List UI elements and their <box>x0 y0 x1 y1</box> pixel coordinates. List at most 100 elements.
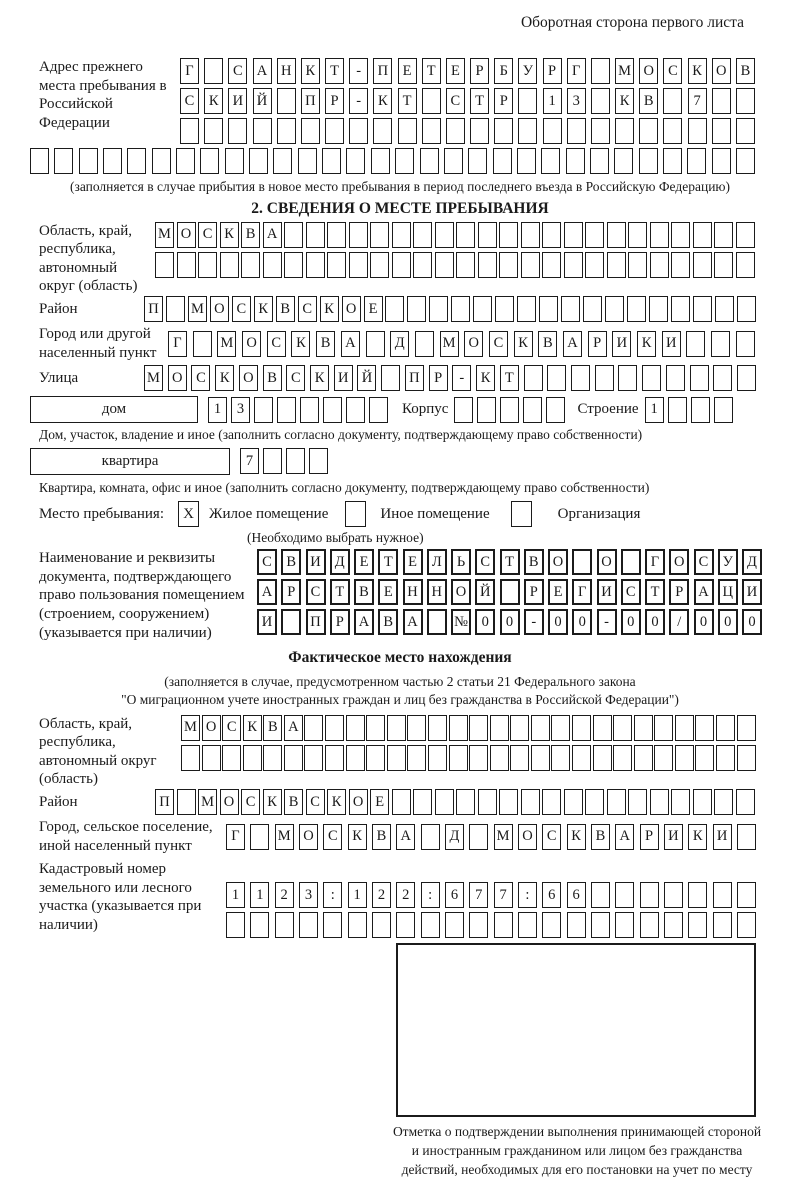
char-cell[interactable]: С <box>198 221 218 248</box>
char-cell[interactable]: Г <box>645 549 665 576</box>
char-cell[interactable]: М <box>274 823 294 850</box>
char-cell[interactable]: Р <box>639 823 659 850</box>
char-cell[interactable] <box>454 396 474 423</box>
char-cell[interactable]: Д <box>444 823 464 850</box>
char-cell[interactable] <box>563 788 583 815</box>
char-cell[interactable] <box>456 788 476 815</box>
char-cell[interactable] <box>663 88 683 114</box>
char-cell[interactable]: С <box>222 714 242 741</box>
char-cell[interactable]: С <box>488 330 508 357</box>
char-cell[interactable] <box>590 88 610 114</box>
char-cell[interactable]: О <box>464 330 484 357</box>
char-cell[interactable] <box>520 221 540 248</box>
char-cell[interactable]: Р <box>494 88 514 114</box>
char-cell[interactable]: К <box>253 295 273 322</box>
char-cell[interactable] <box>688 912 708 939</box>
char-cell[interactable] <box>181 744 200 771</box>
char-cell[interactable] <box>590 118 610 144</box>
char-cell[interactable] <box>606 221 626 248</box>
char-cell[interactable] <box>735 251 755 278</box>
char-cell[interactable] <box>585 788 605 815</box>
char-cell[interactable] <box>674 744 694 771</box>
char-cell[interactable] <box>618 365 638 392</box>
char-cell[interactable] <box>735 221 755 248</box>
char-cell[interactable] <box>613 714 633 741</box>
char-cell[interactable] <box>222 744 242 771</box>
char-cell[interactable]: Р <box>470 58 490 84</box>
char-cell[interactable]: А <box>396 823 416 850</box>
char-cell[interactable]: С <box>542 823 562 850</box>
char-cell[interactable] <box>628 251 648 278</box>
char-cell[interactable]: О <box>242 330 262 357</box>
char-cell[interactable]: С <box>693 549 714 576</box>
char-cell[interactable] <box>689 365 709 392</box>
char-cell[interactable]: 7 <box>687 88 707 114</box>
char-cell[interactable]: С <box>228 58 248 84</box>
char-cell[interactable] <box>252 118 272 144</box>
char-cell[interactable] <box>277 396 296 423</box>
char-cell[interactable] <box>407 295 427 322</box>
char-cell[interactable]: Г <box>168 330 187 357</box>
char-cell[interactable] <box>736 295 756 322</box>
char-cell[interactable] <box>736 912 756 939</box>
char-cell[interactable] <box>176 788 196 815</box>
checkbox-organization[interactable] <box>510 501 532 528</box>
char-cell[interactable] <box>426 609 447 636</box>
char-cell[interactable] <box>649 221 669 248</box>
char-cell[interactable]: Е <box>363 295 383 322</box>
char-cell[interactable] <box>649 251 669 278</box>
char-cell[interactable]: Р <box>542 58 562 84</box>
char-cell[interactable]: И <box>305 549 326 576</box>
char-cell[interactable] <box>510 744 530 771</box>
char-cell[interactable] <box>517 295 537 322</box>
char-cell[interactable] <box>365 330 385 357</box>
char-cell[interactable] <box>542 251 562 278</box>
char-cell[interactable] <box>176 148 196 174</box>
char-cell[interactable]: В <box>316 330 336 357</box>
char-cell[interactable] <box>571 744 591 771</box>
char-cell[interactable] <box>254 396 273 423</box>
char-cell[interactable] <box>429 295 449 322</box>
char-cell[interactable]: О <box>201 714 221 741</box>
char-cell[interactable]: П <box>144 295 163 322</box>
char-cell[interactable]: В <box>590 823 610 850</box>
char-cell[interactable]: У <box>518 58 538 84</box>
char-cell[interactable]: А <box>615 823 635 850</box>
char-cell[interactable] <box>250 823 270 850</box>
char-cell[interactable] <box>716 714 736 741</box>
char-cell[interactable]: А <box>257 579 277 606</box>
char-cell[interactable] <box>583 295 603 322</box>
char-cell[interactable] <box>322 148 342 174</box>
char-cell[interactable]: Р <box>281 579 302 606</box>
char-cell[interactable] <box>469 912 489 939</box>
char-cell[interactable] <box>407 714 427 741</box>
char-cell[interactable] <box>151 148 171 174</box>
char-cell[interactable] <box>633 714 653 741</box>
char-cell[interactable] <box>370 251 390 278</box>
char-cell[interactable] <box>448 744 468 771</box>
char-cell[interactable]: С <box>323 823 343 850</box>
char-cell[interactable] <box>735 330 755 357</box>
char-cell[interactable]: Е <box>354 549 374 576</box>
char-cell[interactable] <box>500 396 520 423</box>
char-cell[interactable] <box>736 365 756 392</box>
char-cell[interactable] <box>649 788 669 815</box>
char-cell[interactable] <box>667 396 687 423</box>
char-cell[interactable]: С <box>231 295 251 322</box>
char-cell[interactable]: О <box>348 788 368 815</box>
char-cell[interactable] <box>180 118 199 144</box>
char-cell[interactable] <box>663 118 683 144</box>
char-cell[interactable] <box>305 251 325 278</box>
char-cell[interactable]: : <box>323 882 343 909</box>
char-cell[interactable] <box>735 88 755 114</box>
char-cell[interactable] <box>499 221 519 248</box>
char-cell[interactable]: А <box>693 579 714 606</box>
char-cell[interactable]: К <box>566 823 586 850</box>
char-cell[interactable] <box>736 823 756 850</box>
char-cell[interactable]: О <box>176 221 196 248</box>
char-cell[interactable] <box>427 714 447 741</box>
char-cell[interactable] <box>241 251 261 278</box>
char-cell[interactable]: - <box>349 88 369 114</box>
char-cell[interactable] <box>369 396 388 423</box>
char-cell[interactable] <box>366 714 386 741</box>
